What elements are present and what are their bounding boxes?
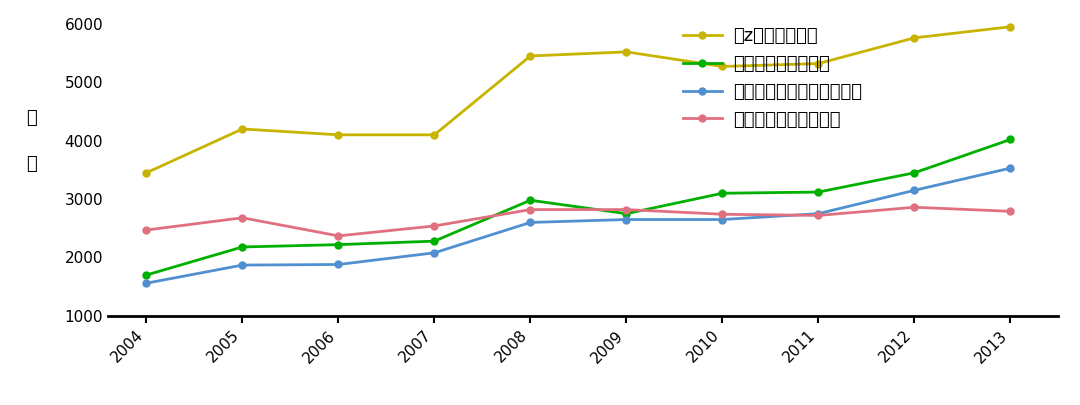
Text: 篹: 篹	[27, 109, 38, 128]
Line: 循z证指导的治疗: 循z证指导的治疗	[143, 23, 1014, 176]
循z证指导的治疗	[1004, 24, 1017, 29]
循z证指导的治疗	[620, 49, 633, 54]
结局，预后一死亡率	[332, 242, 345, 247]
细胞信号转导和转基因	[812, 213, 825, 218]
循z证指导的治疗	[716, 64, 729, 69]
细胞信号转导和转基因	[140, 228, 153, 232]
结局，预后一死亡率	[140, 273, 153, 277]
结局，预后一死亡率	[716, 191, 729, 196]
心血管流行病学和危险因素	[908, 188, 921, 193]
循z证指导的治疗	[235, 126, 248, 131]
细胞信号转导和转基因	[428, 224, 441, 228]
细胞信号转导和转基因	[620, 207, 633, 212]
Legend: 循z证指导的治疗, 结局，预后一死亡率, 心血管流行病学和危险因素, 细胞信号转导和转基因: 循z证指导的治疗, 结局，预后一死亡率, 心血管流行病学和危险因素, 细胞信号转…	[683, 27, 862, 129]
心血管流行病学和危险因素	[140, 281, 153, 286]
细胞信号转导和转基因	[235, 215, 248, 220]
循z证指导的治疗	[140, 171, 153, 175]
Line: 心血管流行病学和危险因素: 心血管流行病学和危险因素	[143, 165, 1014, 287]
细胞信号转导和转基因	[524, 207, 537, 212]
循z证指导的治疗	[332, 132, 345, 137]
循z证指导的治疗	[812, 61, 825, 66]
Line: 细胞信号转导和转基因: 细胞信号转导和转基因	[143, 204, 1014, 239]
结局，预后一死亡率	[1004, 137, 1017, 142]
结局，预后一死亡率	[812, 190, 825, 194]
细胞信号转导和转基因	[332, 233, 345, 238]
Line: 结局，预后一死亡率: 结局，预后一死亡率	[143, 136, 1014, 279]
心血管流行病学和危险因素	[812, 211, 825, 216]
循z证指导的治疗	[428, 132, 441, 137]
心血管流行病学和危险因素	[332, 262, 345, 267]
心血管流行病学和危险因素	[428, 250, 441, 255]
循z证指导的治疗	[908, 35, 921, 40]
Text: 数: 数	[27, 155, 38, 173]
心血管流行病学和危险因素	[524, 220, 537, 225]
结局，预后一死亡率	[524, 198, 537, 202]
心血管流行病学和危险因素	[1004, 166, 1017, 171]
心血管流行病学和危险因素	[620, 217, 633, 222]
心血管流行病学和危险因素	[235, 263, 248, 268]
结局，预后一死亡率	[428, 239, 441, 243]
细胞信号转导和转基因	[908, 205, 921, 210]
细胞信号转导和转基因	[1004, 209, 1017, 214]
心血管流行病学和危险因素	[716, 217, 729, 222]
结局，预后一死亡率	[908, 171, 921, 175]
细胞信号转导和转基因	[716, 212, 729, 217]
结局，预后一死亡率	[620, 211, 633, 216]
循z证指导的治疗	[524, 53, 537, 58]
结局，预后一死亡率	[235, 245, 248, 249]
